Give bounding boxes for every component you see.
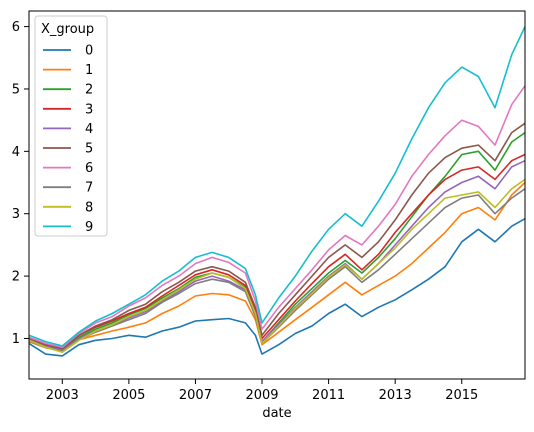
- y-tick-label: 4: [12, 145, 20, 160]
- y-tick-label: 6: [12, 20, 20, 35]
- y-tick-label: 1: [12, 332, 20, 347]
- series-line-0: [28, 218, 526, 357]
- series-lines: [28, 26, 526, 357]
- legend-label-0: 0: [85, 44, 93, 59]
- x-tick-label: 2013: [379, 388, 412, 403]
- x-tick-label: 2005: [112, 388, 145, 403]
- y-tick-label: 5: [12, 82, 20, 97]
- series-line-9: [28, 26, 526, 347]
- x-tick-label: 2015: [445, 388, 478, 403]
- x-axis-ticks: 2003 2005 2007 2009 2011 2013 2015: [46, 379, 478, 403]
- legend-label-4: 4: [85, 122, 93, 137]
- x-tick-label: 2009: [245, 388, 278, 403]
- plot-frame: [28, 10, 526, 380]
- series-line-6: [28, 85, 526, 349]
- series-line-8: [28, 178, 526, 354]
- legend-label-3: 3: [85, 102, 93, 117]
- legend-label-8: 8: [85, 200, 93, 215]
- x-tick-label: 2011: [312, 388, 345, 403]
- legend-label-5: 5: [85, 142, 93, 157]
- legend: X_group 0 1 2 3 4 5 6 7 8 9: [34, 15, 108, 237]
- y-axis-ticks: 1 2 3 4 5 6: [12, 20, 29, 347]
- series-line-1: [28, 181, 526, 352]
- legend-label-7: 7: [85, 181, 93, 196]
- legend-label-9: 9: [85, 220, 93, 235]
- y-tick-label: 3: [12, 207, 20, 222]
- series-line-5: [28, 122, 526, 350]
- y-tick-label: 2: [12, 270, 20, 285]
- legend-label-2: 2: [85, 83, 93, 98]
- legend-label-1: 1: [85, 63, 93, 78]
- x-tick-label: 2007: [179, 388, 212, 403]
- legend-label-6: 6: [85, 161, 93, 176]
- legend-title: X_group: [41, 22, 94, 37]
- x-axis-label: date: [262, 406, 291, 421]
- legend-box: [34, 15, 108, 237]
- x-tick-label: 2003: [46, 388, 79, 403]
- series-line-3: [28, 153, 526, 350]
